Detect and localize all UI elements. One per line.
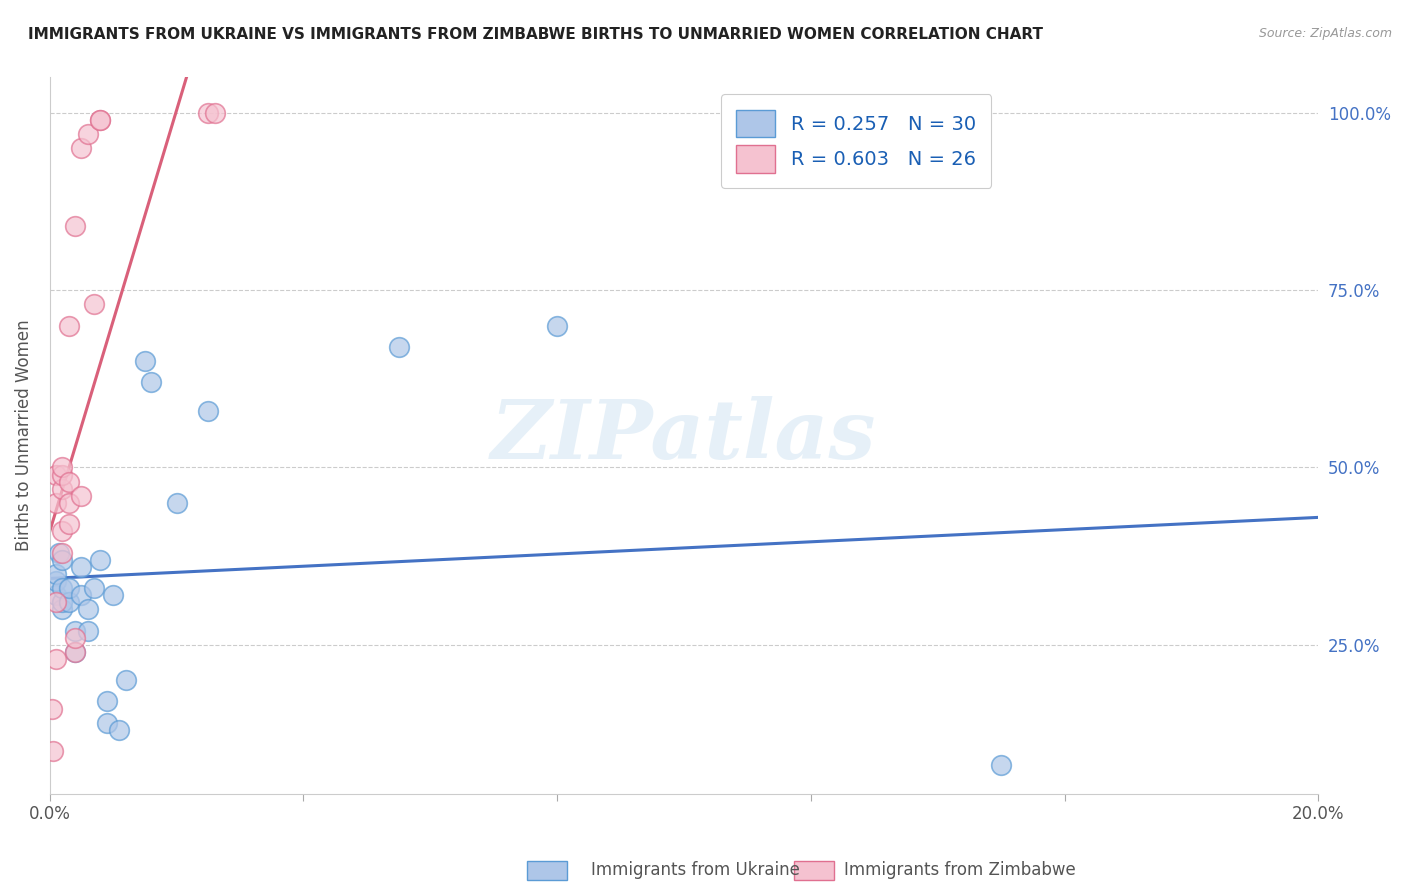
Point [51,552,73,566]
Point [45,467,67,482]
Point [45,588,67,602]
Point [101,588,124,602]
Text: Immigrants from Ukraine: Immigrants from Ukraine [591,861,800,879]
Point [76,127,98,141]
Point [83,581,105,595]
Point [63,645,86,659]
Y-axis label: Births to Unmarried Women: Births to Unmarried Women [15,319,32,551]
Point [41,701,63,715]
Point [45,574,67,588]
Point [204,106,226,120]
Point [63,219,86,234]
Point [166,496,188,510]
Point [51,602,73,616]
Point [51,482,73,496]
Point [114,673,136,688]
Point [51,467,73,482]
Point [70,559,93,574]
Point [48,545,70,559]
Point [58,517,80,532]
Point [58,595,80,609]
Point [58,318,80,333]
Point [546,318,568,333]
Point [96,694,118,708]
Point [63,624,86,638]
Point [58,496,80,510]
Point [83,297,105,311]
Point [58,581,80,595]
Point [89,113,111,128]
Point [45,652,67,666]
Point [197,106,219,120]
Legend: R = 0.257   N = 30, R = 0.603   N = 26: R = 0.257 N = 30, R = 0.603 N = 26 [721,95,991,188]
Point [134,354,156,368]
Point [45,566,67,581]
Point [108,723,131,737]
Text: IMMIGRANTS FROM UKRAINE VS IMMIGRANTS FROM ZIMBABWE BIRTHS TO UNMARRIED WOMEN CO: IMMIGRANTS FROM UKRAINE VS IMMIGRANTS FR… [28,27,1043,42]
Point [45,496,67,510]
Point [990,758,1012,772]
Point [197,403,219,417]
Point [58,475,80,489]
Point [70,588,93,602]
Point [76,602,98,616]
Text: ZIPatlas: ZIPatlas [491,395,877,475]
Text: Source: ZipAtlas.com: Source: ZipAtlas.com [1258,27,1392,40]
Point [45,595,67,609]
Point [70,141,93,155]
Text: Immigrants from Zimbabwe: Immigrants from Zimbabwe [844,861,1076,879]
Point [141,376,163,390]
Point [51,581,73,595]
Point [51,545,73,559]
Point [51,524,73,539]
Point [63,631,86,645]
Point [42,744,65,758]
Point [89,113,111,128]
Point [51,460,73,475]
Point [70,489,93,503]
Point [51,595,73,609]
Point [76,624,98,638]
Point [63,645,86,659]
Point [96,715,118,730]
Point [89,552,111,566]
Point [387,340,409,354]
